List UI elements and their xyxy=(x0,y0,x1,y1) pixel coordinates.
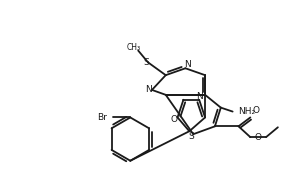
Text: Br: Br xyxy=(97,113,107,122)
Text: O: O xyxy=(252,106,259,115)
Text: S: S xyxy=(188,132,194,141)
Text: O: O xyxy=(170,115,177,124)
Text: N: N xyxy=(196,92,202,101)
Text: NH₂: NH₂ xyxy=(239,107,256,116)
Text: S: S xyxy=(143,58,149,67)
Text: N: N xyxy=(145,85,151,94)
Text: O: O xyxy=(254,133,261,142)
Text: N: N xyxy=(184,60,191,69)
Text: CH₃: CH₃ xyxy=(126,43,140,52)
